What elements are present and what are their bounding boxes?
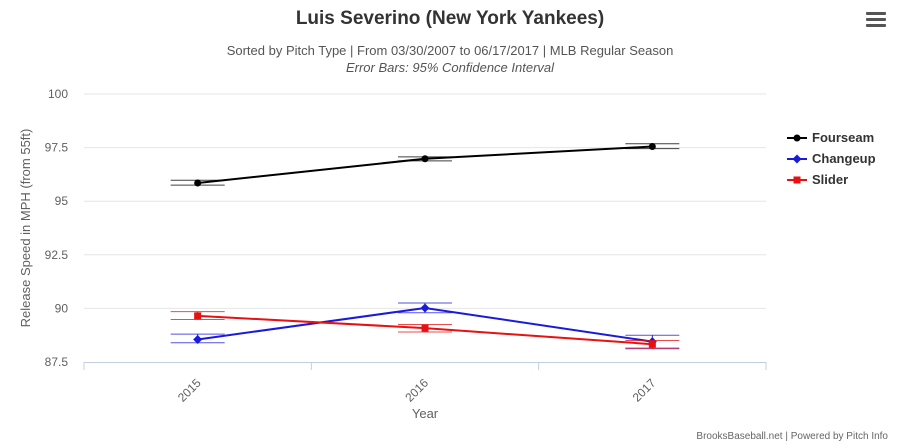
fourseam-line bbox=[197, 145, 653, 184]
fourseam-point bbox=[194, 179, 202, 187]
chart-legend: Fourseam Changeup Slider bbox=[787, 127, 876, 190]
hamburger-menu-icon[interactable] bbox=[866, 12, 886, 30]
legend-label-changeup: Changeup bbox=[812, 151, 876, 166]
chart-subtitle: Sorted by Pitch Type | From 03/30/2007 t… bbox=[226, 43, 674, 58]
legend-marker-slider bbox=[793, 176, 801, 183]
x-tick-label: 2017 bbox=[630, 376, 659, 405]
legend-label-fourseam: Fourseam bbox=[812, 130, 875, 145]
y-tick-label: 92.5 bbox=[45, 248, 69, 262]
fourseam-point bbox=[648, 143, 656, 151]
legend-marker-fourseam bbox=[793, 134, 801, 141]
chart-title: Luis Severino (New York Yankees) bbox=[295, 8, 605, 29]
fourseam-point bbox=[421, 155, 429, 163]
slider-point bbox=[648, 340, 656, 348]
y-tick-label: 90 bbox=[55, 301, 69, 315]
legend-symbol-fourseam bbox=[787, 134, 807, 141]
series-fourseam bbox=[170, 143, 680, 187]
y-tick-label: 100 bbox=[48, 87, 68, 101]
x-axis-title: Year bbox=[412, 406, 439, 421]
legend-label-slider: Slider bbox=[812, 172, 849, 187]
y-tick-label: 95 bbox=[55, 194, 69, 208]
legend-item-slider[interactable]: Slider bbox=[787, 169, 876, 190]
legend-item-fourseam[interactable]: Fourseam bbox=[787, 127, 876, 148]
changeup-point bbox=[193, 334, 203, 344]
legend-item-changeup[interactable]: Changeup bbox=[787, 148, 876, 169]
slider-point bbox=[421, 324, 429, 332]
y-tick-label: 97.5 bbox=[45, 141, 69, 155]
slider-point bbox=[194, 312, 202, 320]
series-slider bbox=[170, 311, 680, 350]
x-tick-label: 2015 bbox=[175, 376, 204, 405]
legend-marker-changeup bbox=[792, 154, 802, 163]
changeup-point bbox=[420, 303, 430, 313]
y-tick-label: 87.5 bbox=[45, 355, 69, 369]
y-axis-title: Release Speed in MPH (from 55ft) bbox=[18, 129, 33, 328]
chart-error-bar-note: Error Bars: 95% Confidence Interval bbox=[345, 60, 555, 75]
credits-text[interactable]: BrooksBaseball.net | Powered by Pitch In… bbox=[696, 431, 888, 442]
x-tick-label: 2016 bbox=[402, 376, 431, 405]
legend-symbol-changeup bbox=[787, 154, 807, 163]
legend-symbol-slider bbox=[787, 176, 807, 183]
